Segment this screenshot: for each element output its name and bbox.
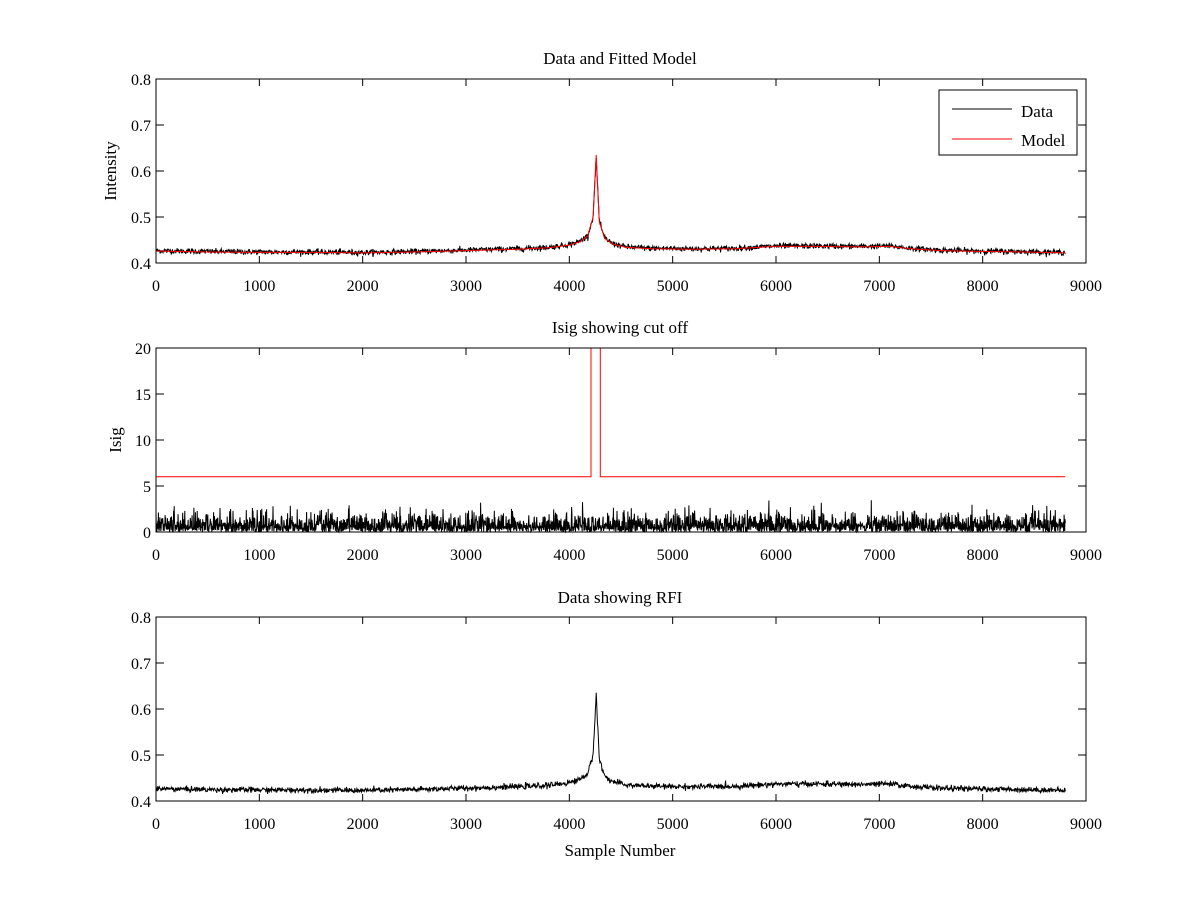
subplot-1-xtick-label: 0 [152, 278, 160, 295]
subplot-1-ytick-label: 0.7 [131, 118, 151, 135]
subplot-2-series-1-line [155, 500, 1066, 534]
subplot-1-xtick-label: 5000 [657, 278, 689, 295]
subplot-2-ytick-label: 15 [135, 387, 151, 404]
x-axis-label: Sample Number [565, 841, 676, 860]
subplot-2-ylabel: Isig [106, 427, 125, 453]
subplot-2-ytick-label: 5 [143, 479, 151, 496]
subplot-1-ylabel: Intensity [101, 141, 120, 201]
subplot-3-xtick-label: 6000 [760, 816, 792, 833]
subplot-2-xtick-label: 1000 [243, 547, 275, 564]
subplot-2-xtick-label: 2000 [347, 547, 379, 564]
subplot-2-isig-showing-cut-off: Isig showing cut off Isig 0 1000 2000 3000 4… [106, 318, 1102, 564]
subplot-2-xtick-label: 6000 [760, 547, 792, 564]
subplot-3-xtick-label: 8000 [967, 816, 999, 833]
subplot-2-xtick-label: 4000 [553, 547, 585, 564]
subplot-2-xtick-label: 0 [152, 547, 160, 564]
subplot-1-model-line [155, 154, 1066, 254]
subplot-1-xtick-label: 9000 [1070, 278, 1102, 295]
subplot-3-ytick-label: 0.4 [131, 794, 151, 811]
subplot-3-ytick-label: 0.5 [131, 748, 151, 765]
subplot-3-series-1-line [155, 692, 1066, 795]
subplot-3-data-showing-rfi: Data showing RFI 0 1000 2000 3000 4000 5000 60… [131, 588, 1102, 860]
subplot-1-ytick-label: 0.8 [131, 72, 151, 89]
subplot-1-series-group [155, 154, 1066, 258]
subplot-3-xtick-label: 7000 [863, 816, 895, 833]
subplot-2-xtick-label: 3000 [450, 547, 482, 564]
subplot-3-xtick-label: 3000 [450, 816, 482, 833]
subplot-3-xtick-label: 1000 [243, 816, 275, 833]
subplot-3-xtick-label: 2000 [347, 816, 379, 833]
subplot-2-xtick-label: 9000 [1070, 547, 1102, 564]
subplot-3-ytick-label: 0.6 [131, 702, 151, 719]
subplot-3-series-group [155, 692, 1066, 795]
subplot-2-xtick-label: 8000 [967, 547, 999, 564]
subplot-3-ytick-label: 0.7 [131, 656, 151, 673]
subplot-1-title: Data and Fitted Model [543, 49, 697, 68]
subplot-1-data-line [155, 158, 1066, 258]
subplot-3-xtick-label: 5000 [657, 816, 689, 833]
subplot-2-xtick-label: 7000 [863, 547, 895, 564]
subplot-1-xtick-label: 8000 [967, 278, 999, 295]
subplot-3-xtick-label: 9000 [1070, 816, 1102, 833]
subplot-3-xtick-label: 0 [152, 816, 160, 833]
subplot-2-xtick-label: 5000 [657, 547, 689, 564]
subplot-2-ticks: 0 1000 2000 3000 4000 5000 6000 7000 8000 9000 0 5 1… [135, 341, 1102, 564]
legend: Data Model [938, 89, 1078, 156]
subplot-1-xtick-label: 3000 [450, 278, 482, 295]
subplot-1-ytick-label: 0.5 [131, 210, 151, 227]
subplot-2-ytick-label: 10 [135, 433, 151, 450]
legend-data-label: Data [1021, 102, 1054, 121]
subplot-3-ytick-label: 0.8 [131, 610, 151, 627]
subplot-2-ytick-label: 0 [143, 525, 151, 542]
subplot-1-xtick-label: 2000 [347, 278, 379, 295]
legend-box [938, 89, 1078, 156]
subplot-1-data-and-fitted-model: Data and Fitted Model Intensity 0 1000 200… [101, 49, 1102, 295]
legend-model-label: Model [1021, 131, 1066, 150]
subplot-1-xtick-label: 4000 [553, 278, 585, 295]
subplot-1-xtick-label: 6000 [760, 278, 792, 295]
subplot-2-ytick-label: 20 [135, 341, 151, 358]
subplot-2-title: Isig showing cut off [552, 318, 688, 337]
subplot-3-ticks: 0 1000 2000 3000 4000 5000 6000 7000 8000 9000 0.4… [131, 610, 1102, 833]
subplot-3-xtick-label: 4000 [553, 816, 585, 833]
subplot-1-xtick-label: 1000 [243, 278, 275, 295]
subplot-1-xtick-label: 7000 [863, 278, 895, 295]
subplot-3-title: Data showing RFI [558, 588, 683, 607]
subplot-1-ticks: 0 1000 2000 3000 4000 5000 6000 7000 8000 9000 0.4… [131, 72, 1102, 295]
subplot-1-ytick-label: 0.4 [131, 256, 151, 273]
subplot-1-ytick-label: 0.6 [131, 164, 151, 181]
